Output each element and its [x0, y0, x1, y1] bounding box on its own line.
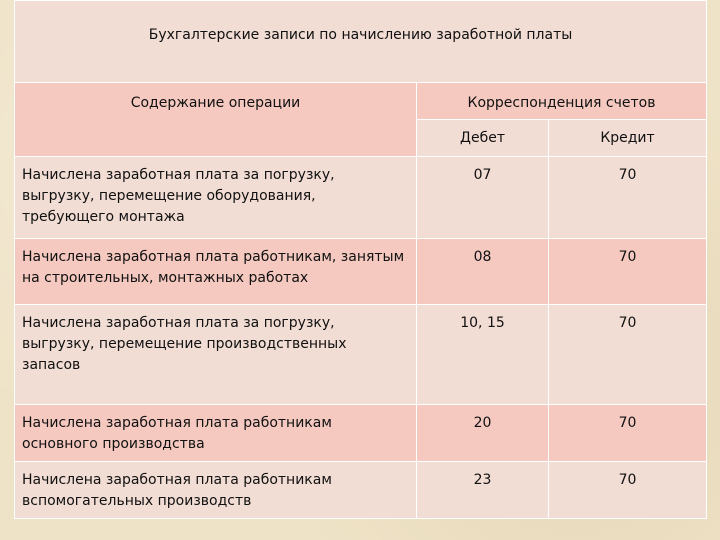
table-row: Начислена заработная плата за погрузку, …	[14, 156, 708, 239]
accounting-entries-table: Бухгалтерские записи по начислению зараб…	[13, 0, 708, 519]
row-operation: Начислена заработная плата работникам вс…	[14, 461, 417, 519]
header-debit: Дебет	[416, 119, 549, 157]
row-debit: 07	[416, 156, 549, 239]
row-operation: Начислена заработная плата работникам, з…	[14, 238, 417, 305]
header-credit: Кредит	[547, 119, 708, 157]
row-operation: Начислена заработная плата за погрузку, …	[14, 156, 417, 239]
row-debit: 10, 15	[416, 304, 549, 405]
table-title: Бухгалтерские записи по начислению зараб…	[13, 0, 708, 83]
row-credit: 70	[547, 304, 708, 405]
row-debit: 23	[416, 461, 549, 519]
row-credit: 70	[547, 238, 708, 305]
row-credit: 70	[547, 461, 708, 519]
row-operation: Начислена заработная плата за погрузку, …	[14, 304, 417, 405]
row-debit: 20	[416, 404, 549, 462]
row-credit: 70	[547, 404, 708, 462]
row-credit: 70	[547, 156, 708, 239]
header-correspondence: Корреспонденция счетов	[415, 82, 708, 120]
table-row: Начислена заработная плата работникам вс…	[14, 461, 708, 519]
row-operation: Начислена заработная плата работникам ос…	[14, 404, 417, 462]
table-row: Начислена заработная плата работникам ос…	[14, 404, 708, 462]
table-row: Начислена заработная плата работникам, з…	[14, 238, 708, 305]
header-operation: Содержание операции	[14, 82, 417, 157]
accounting-entries-slide: Бухгалтерские записи по начислению зараб…	[13, 0, 708, 519]
table-row: Начислена заработная плата за погрузку, …	[14, 304, 708, 405]
row-debit: 08	[416, 238, 549, 305]
